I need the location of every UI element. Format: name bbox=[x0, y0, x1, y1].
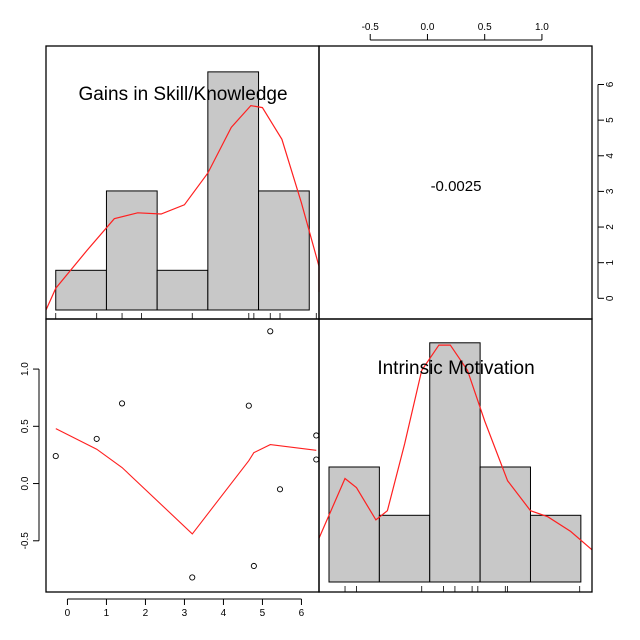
hist-gains-bar bbox=[156, 269, 209, 311]
hist-gains-bar bbox=[207, 71, 260, 311]
right-axis-tick-label: 5 bbox=[605, 117, 616, 123]
x-axis-tick-label: 1 bbox=[104, 608, 110, 619]
panel-bottom-right bbox=[318, 318, 593, 593]
right-axis-tick-label: 6 bbox=[605, 81, 616, 87]
variable-label-motivation: Intrinsic Motivation bbox=[377, 358, 534, 379]
hist-gains-bar bbox=[55, 269, 107, 311]
y-axis-tick-label: 0.0 bbox=[20, 476, 31, 490]
axes: 0 1 2 3 4 5 6 -0.5 0.0 0.5 1.0 -0.5 0.0 0.5 1.0 0 1 2 3 4 5 6 bbox=[20, 22, 616, 619]
x-axis-tick-label: 2 bbox=[143, 608, 149, 619]
correlation-value: -0.0025 bbox=[431, 178, 482, 195]
scatter-point bbox=[313, 432, 320, 439]
hist-gains-density-line bbox=[45, 104, 320, 311]
x-axis-tick-label: 6 bbox=[299, 608, 305, 619]
x-axis-tick-label: 4 bbox=[221, 608, 227, 619]
hist-motivation-bar bbox=[378, 514, 431, 583]
y-axis-tick-label: -0.5 bbox=[20, 532, 31, 550]
scatter-point bbox=[119, 400, 126, 407]
top-axis-tick-label: 0.0 bbox=[420, 22, 434, 33]
panel-bottom-left bbox=[45, 318, 320, 593]
top-axis-tick-label: 1.0 bbox=[535, 22, 549, 33]
scatter-point bbox=[93, 435, 100, 442]
panel-borders bbox=[45, 45, 593, 593]
variable-label-gains: Gains in Skill/Knowledge bbox=[78, 84, 287, 105]
hist-motivation-bar bbox=[529, 514, 582, 583]
y-axis-tick-label: 0.5 bbox=[20, 419, 31, 433]
scatter-point bbox=[276, 486, 284, 493]
hist-motivation-bar bbox=[328, 466, 380, 583]
right-axis-tick-label: 2 bbox=[605, 224, 616, 230]
scatter-point bbox=[245, 402, 252, 409]
scatter-point bbox=[189, 574, 196, 581]
x-axis-tick-label: 3 bbox=[182, 608, 188, 619]
hist-gains-bar bbox=[105, 190, 158, 311]
panel-fills bbox=[55, 71, 582, 593]
scatter-point bbox=[250, 562, 257, 570]
x-axis-tick-label: 0 bbox=[65, 608, 71, 619]
x-axis-tick-label: 5 bbox=[260, 608, 266, 619]
hist-gains-bar bbox=[258, 190, 310, 311]
hist-motivation-density-line bbox=[318, 344, 593, 551]
right-axis-tick-label: 1 bbox=[605, 259, 616, 265]
scatter-point bbox=[267, 328, 274, 335]
right-axis-tick-label: 3 bbox=[605, 188, 616, 194]
scatter-point bbox=[313, 456, 320, 463]
hist-motivation-bar bbox=[479, 466, 531, 583]
top-axis-tick-label: -0.5 bbox=[362, 22, 380, 33]
top-axis-tick-label: 0.5 bbox=[478, 22, 492, 33]
right-axis-tick-label: 4 bbox=[605, 153, 616, 159]
right-axis-tick-label: 0 bbox=[605, 295, 616, 301]
scatter-smooth-line bbox=[55, 428, 317, 535]
scatter-point bbox=[52, 453, 59, 460]
y-axis-tick-label: 1.0 bbox=[20, 362, 31, 376]
